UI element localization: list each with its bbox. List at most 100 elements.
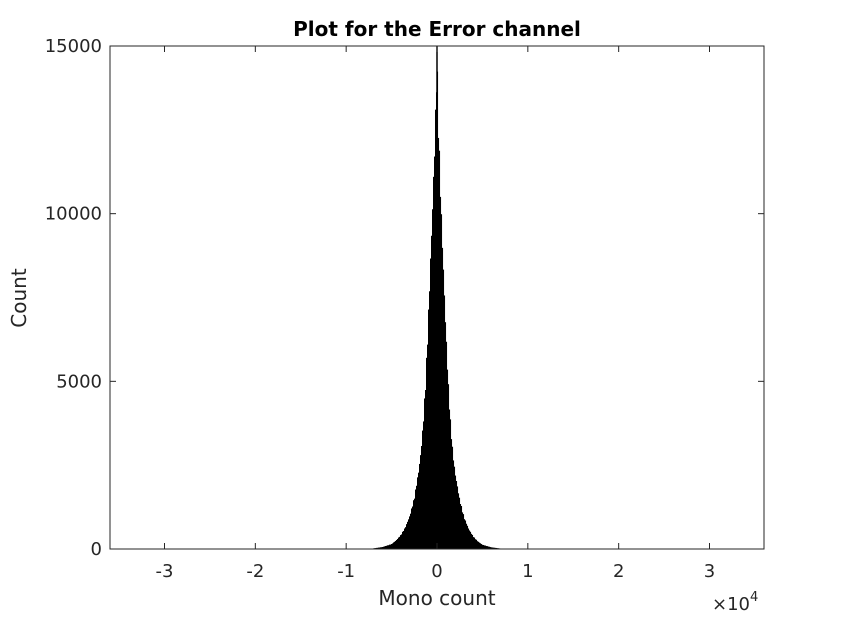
x-tick-label: -3 [156,561,174,582]
histogram-bar [427,344,429,549]
histogram-bar [394,541,396,549]
histogram-bar [430,258,432,549]
histogram-bar [450,419,452,549]
histogram-bar [488,546,490,549]
histogram-bar [480,543,482,549]
histogram-bar [404,528,406,549]
histogram-bar [376,547,378,549]
x-tick-label: 2 [613,561,624,582]
histogram-bar [426,357,428,549]
histogram-bar [405,527,407,549]
x-axis-exponent-power: 4 [750,590,758,605]
histogram-bar [377,547,379,549]
histogram-bar [457,486,459,549]
histogram-bar [407,521,409,549]
histogram-bar [417,477,419,549]
histogram-bar [391,544,393,549]
histogram-bar [465,520,467,549]
histogram-bar [388,545,390,549]
histogram-bar [383,546,385,549]
histogram-bar [473,537,475,549]
histogram-bar [453,460,455,549]
histogram-bar [456,481,458,549]
histogram-bar [471,533,473,549]
histogram-bar [484,545,486,549]
histogram-bar [419,463,421,549]
histogram-bar [390,544,392,549]
histogram-bar [446,341,448,549]
histogram-bar [432,209,434,549]
histogram-bar [481,544,483,549]
x-tick-label: 1 [522,561,533,582]
histogram-bar [411,508,413,549]
y-tick-label: 5000 [56,371,102,392]
histogram-bar [415,489,417,549]
histogram-bar [402,531,404,549]
histogram-bar [462,512,464,549]
histogram-bar [433,176,435,549]
histogram-bar [466,523,468,549]
histogram-bar [478,541,480,549]
histogram-bar [439,150,441,549]
histogram-bar [420,455,422,549]
histogram-bar [422,430,424,549]
histogram-bar [479,542,481,549]
histogram-bar [487,546,489,549]
x-tick-label: 3 [704,561,715,582]
bars-layer [373,46,502,550]
histogram-bar [442,247,444,549]
histogram-bar [454,466,456,549]
histogram-bar [495,547,497,549]
histogram-bar [486,546,488,549]
histogram-bar [475,539,477,549]
histogram-bar [463,514,465,549]
histogram-bar [448,384,450,549]
histogram-bar [440,196,442,549]
histogram-bar [393,542,395,549]
histogram-bar [385,546,387,549]
histogram-bar [459,497,461,549]
histogram-bar [434,156,436,549]
histogram-bar [414,498,416,549]
histogram-bar [492,547,494,549]
histogram-bar [461,505,463,549]
histogram-bar [389,544,391,549]
histogram-bar [438,137,440,549]
histogram-bar [476,539,478,549]
histogram-bar [425,390,427,549]
histogram-bar [382,547,384,549]
histogram-bar [452,446,454,549]
histogram-bar [472,534,474,549]
histogram-bar [494,547,496,549]
histogram-bar [412,506,414,549]
histogram-bar [395,540,397,549]
y-tick-label: 0 [91,539,102,560]
histogram-bar [491,547,493,549]
histogram-bar [387,545,389,549]
histogram-bar [424,398,426,549]
histogram-bar [470,531,472,549]
histogram-bar [418,472,420,549]
histogram-bar [467,525,469,549]
histogram-bar [400,535,402,549]
histogram-bar [428,309,430,549]
x-tick-label: -2 [246,561,264,582]
histogram-bar [445,322,447,549]
histogram-bar [485,545,487,549]
histogram-bar [441,214,443,549]
histogram-bar [489,546,491,549]
y-tick-label: 15000 [45,36,102,57]
x-tick-label: -1 [337,561,355,582]
histogram-bar [386,545,388,549]
histogram-bar [477,541,479,549]
chart-title: Plot for the Error channel [293,17,581,41]
histogram-bar [429,291,431,549]
x-axis-label: Mono count [378,586,495,610]
histogram-bar [410,513,412,549]
histogram-bar [416,485,418,549]
histogram-bar [474,537,476,549]
histogram-bar [380,547,382,549]
y-tick-label: 10000 [45,204,102,225]
histogram-bar [408,519,410,549]
